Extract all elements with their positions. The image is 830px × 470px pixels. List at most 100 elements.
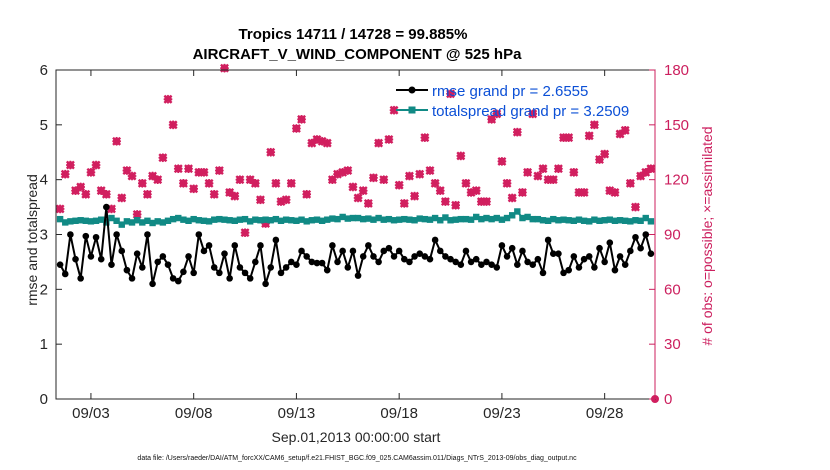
obs-assimilated-point	[610, 188, 620, 197]
totalspread-point	[200, 217, 208, 224]
rmse-point	[103, 203, 110, 211]
rmse-point	[421, 253, 429, 260]
rmse-point	[313, 259, 321, 267]
totalspread-point	[431, 214, 439, 222]
totalspread-point	[395, 216, 403, 223]
rmse-point	[431, 236, 439, 244]
rmse-point	[277, 269, 285, 277]
totalspread-point	[236, 216, 244, 223]
totalspread-point	[277, 217, 285, 224]
totalspread-point	[205, 218, 213, 225]
rmse-point	[241, 269, 249, 277]
rmse-point	[457, 261, 465, 268]
obs-assimilated-point	[184, 164, 193, 174]
totalspread-point	[503, 214, 511, 222]
rmse-point	[77, 275, 84, 282]
obs-assimilated-point	[353, 193, 363, 203]
totalspread-point	[56, 215, 64, 223]
totalspread-point	[108, 214, 115, 222]
rmse-point	[616, 253, 624, 260]
obs-assimilated-point	[374, 138, 384, 148]
totalspread-point	[390, 217, 398, 224]
rmse-point	[503, 253, 511, 260]
rmse-point	[226, 275, 233, 282]
obs-assimilated-point	[178, 178, 188, 188]
rmse-point	[539, 269, 547, 277]
legend-rmse-label: rmse grand pr = 2.6555	[432, 83, 588, 100]
totalspread-point	[349, 214, 357, 222]
rmse-point	[87, 253, 95, 260]
obs-assimilated-point	[348, 182, 358, 192]
totalspread-point	[334, 215, 341, 223]
obs-assimilated-point	[168, 120, 178, 130]
obs-assimilated-point	[214, 166, 224, 175]
obs-assimilated-point	[291, 124, 301, 133]
y-tick-label-left: 3	[40, 227, 48, 244]
y-axis-label-left: rmse and totalspread	[24, 174, 40, 306]
obs-assimilated-point	[451, 200, 461, 210]
plot-area	[56, 70, 655, 399]
rmse-point	[200, 247, 208, 255]
rmse-point	[395, 247, 403, 255]
totalspread-point	[442, 214, 449, 221]
x-tick-label: 09/23	[483, 405, 521, 422]
totalspread-point	[185, 217, 192, 224]
y-tick-label-right: 60	[664, 281, 681, 298]
totalspread-point	[149, 219, 156, 227]
totalspread-point	[154, 218, 161, 225]
totalspread-point	[169, 215, 177, 223]
rmse-point	[514, 261, 521, 268]
totalspread-point	[447, 217, 454, 224]
rmse-point	[442, 253, 449, 260]
totalspread-point	[318, 217, 326, 224]
totalspread-point	[642, 214, 649, 222]
obs-assimilated-point	[281, 195, 291, 205]
totalspread-point	[586, 218, 593, 225]
rmse-point	[349, 247, 357, 255]
rmse-point	[647, 250, 655, 257]
x-tick-label: 09/13	[278, 405, 316, 422]
totalspread-point	[252, 216, 259, 223]
rmse-point	[637, 244, 644, 252]
rmse-point	[411, 253, 418, 260]
totalspread-point	[575, 216, 583, 223]
totalspread-point	[519, 214, 526, 222]
obs-assimilated-point	[81, 189, 91, 199]
y-tick-label-right: 30	[664, 336, 681, 353]
rmse-point	[216, 269, 223, 277]
totalspread-point	[339, 213, 346, 221]
rmse-point	[123, 266, 131, 274]
legend: rmse grand pr = 2.6555 totalspread grand…	[396, 83, 629, 120]
rmse-point	[611, 266, 619, 274]
obs-assimilated-point	[553, 164, 563, 174]
obs-assimilated-point	[173, 164, 183, 174]
totalspread-point	[627, 218, 634, 225]
totalspread-point	[118, 221, 125, 228]
rmse-point	[529, 261, 537, 268]
rmse-point	[426, 255, 434, 263]
obs-count-layer	[55, 63, 659, 403]
obs-assimilated-point	[369, 173, 378, 183]
totalspread-point	[406, 216, 413, 223]
obs-assimilated-point	[163, 94, 173, 104]
rmse-point	[462, 247, 470, 255]
totalspread-point	[77, 217, 84, 224]
totalspread-point	[462, 215, 470, 223]
obs-assimilated-point	[76, 182, 86, 192]
rmse-point	[370, 253, 377, 260]
totalspread-point	[164, 217, 172, 224]
totalspread-point	[473, 213, 480, 221]
totalspread-point	[180, 216, 187, 223]
totalspread-point	[555, 217, 562, 224]
y-tick-label-right: 90	[664, 227, 681, 244]
totalspread-point	[421, 215, 429, 223]
chart-subtitle: AIRCRAFT_V_WIND_COMPONENT @ 525 hPa	[193, 46, 523, 63]
y-tick-label-right: 180	[664, 62, 689, 79]
totalspread-point	[293, 217, 300, 224]
rmse-point	[380, 247, 388, 255]
rmse-point	[56, 261, 64, 268]
totalspread-point	[216, 215, 223, 223]
obs-assimilated-point	[117, 193, 127, 203]
rmse-point	[493, 264, 501, 271]
obs-assimilated-point	[415, 169, 425, 179]
